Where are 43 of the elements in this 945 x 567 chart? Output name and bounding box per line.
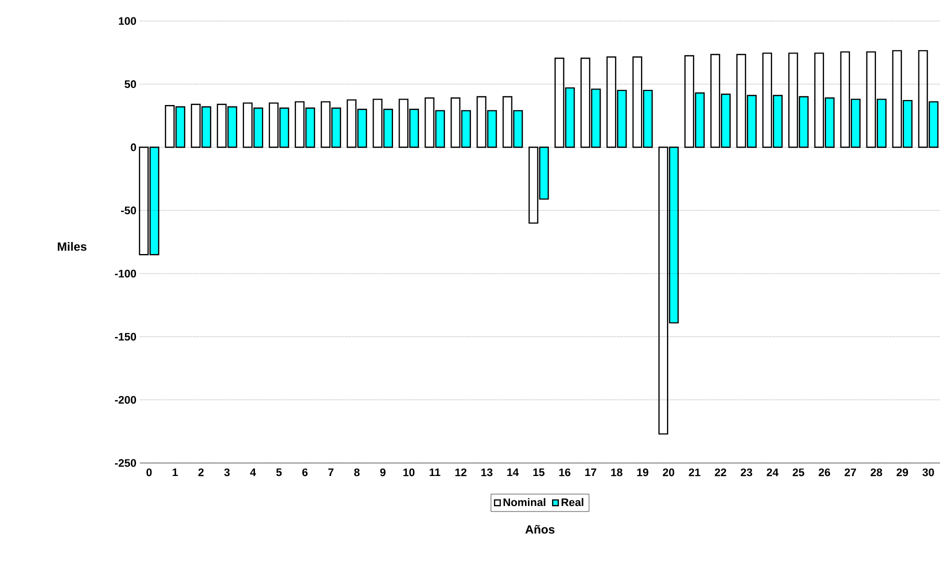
y-tick-label: -150 <box>114 332 136 341</box>
x-tick-label: 30 <box>922 468 934 476</box>
x-tick-label: 25 <box>792 468 804 476</box>
x-tick-label: 16 <box>559 468 570 476</box>
x-tick-label: 5 <box>276 468 282 476</box>
x-tick-label: 9 <box>380 468 386 476</box>
x-tick-label: 13 <box>481 468 492 476</box>
x-tick-label: 26 <box>818 468 830 476</box>
y-tick-label: -200 <box>114 396 136 404</box>
x-tick-label: 12 <box>455 468 466 476</box>
x-tick-label: 17 <box>585 468 596 476</box>
x-tick-label: 3 <box>224 468 230 476</box>
x-tick-label: 11 <box>430 468 440 476</box>
x-tick-label: 21 <box>688 468 700 476</box>
x-tick-label: 28 <box>870 468 882 476</box>
x-tick-label: 8 <box>354 468 360 476</box>
x-tick-label: 0 <box>146 468 152 476</box>
x-tick-label: 7 <box>328 468 334 476</box>
x-tick-label: 20 <box>662 468 674 476</box>
y-tick-label: 50 <box>124 80 136 88</box>
legend-label: Real <box>562 498 584 506</box>
x-tick-label: 27 <box>844 468 856 476</box>
x-tick-label: 6 <box>302 468 308 476</box>
x-axis-title: Años <box>525 524 554 534</box>
x-tick-label: 22 <box>714 468 726 476</box>
y-tick-label: -250 <box>114 459 136 467</box>
x-tick-label: 24 <box>766 468 779 476</box>
x-tick-label: 23 <box>740 468 752 476</box>
x-tick-label: 2 <box>198 468 204 476</box>
x-tick-label: 1 <box>172 468 178 476</box>
x-tick-label: 14 <box>507 468 519 476</box>
legend-label: Nominal <box>504 498 546 506</box>
x-tick-label: 4 <box>250 468 256 476</box>
y-tick-label: -50 <box>121 206 136 214</box>
x-tick-label: 29 <box>896 468 908 476</box>
x-tick-label: 18 <box>611 468 622 476</box>
x-tick-label: 19 <box>637 468 648 476</box>
x-tick-label: 10 <box>403 468 414 476</box>
y-axis-title: Miles <box>58 242 86 251</box>
x-tick-label: 15 <box>533 468 544 476</box>
y-tick-label: 0 <box>130 143 136 152</box>
y-tick-label: 100 <box>118 17 136 25</box>
y-tick-label: -100 <box>114 270 136 278</box>
